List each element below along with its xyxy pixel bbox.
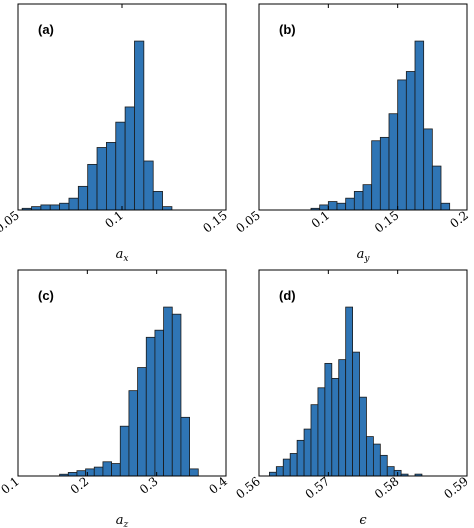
histogram-bar (388, 113, 399, 211)
histogram-bar (49, 204, 61, 211)
histogram-bar (336, 202, 347, 211)
x-axis-label: ay (357, 247, 371, 264)
histogram-bar (163, 306, 173, 477)
histogram-bar (93, 466, 104, 477)
histogram-panel-1: 0.05 0.1 0.15 (a) ax (0, 3, 230, 264)
x-tick-label: 0.2 (68, 474, 92, 497)
histogram-bar (77, 185, 89, 211)
histogram-bar (282, 458, 291, 477)
panel-label: (c) (38, 288, 54, 303)
histogram-bar (111, 463, 121, 477)
histogram-bar (180, 416, 190, 477)
histogram-bar (440, 202, 451, 211)
histogram-bar (397, 79, 407, 211)
histogram-bar (372, 443, 381, 477)
x-axis-label-subscript: x (123, 254, 128, 264)
histogram-bar (119, 425, 130, 477)
histogram-bar (296, 439, 305, 477)
histogram-bar (268, 471, 277, 477)
histogram-bar (96, 147, 107, 211)
histogram-panel-3: 0.1 0.2 0.3 0.4 (c) az (0, 269, 230, 528)
panel-label: (d) (279, 288, 296, 303)
x-tick-label: 0.58 (372, 474, 402, 501)
axes-frame (258, 3, 468, 211)
histogram-bar (87, 163, 98, 211)
histogram-bar (371, 140, 381, 211)
axes-frame (258, 269, 468, 477)
x-tick-label: 0.56 (233, 474, 263, 501)
histogram-bar (423, 128, 433, 211)
histogram-bar (137, 367, 147, 477)
histogram-bar (145, 336, 156, 477)
histogram-bar (275, 466, 284, 477)
histogram-bar (40, 204, 51, 211)
histogram-bar (345, 197, 355, 211)
histogram-bar (189, 468, 199, 477)
x-axis-label: ϵ (359, 513, 367, 528)
histogram-bar (345, 306, 354, 477)
histogram-bar (154, 329, 164, 477)
x-tick-label: 0.15 (200, 208, 230, 235)
x-tick-label: 0.05 (0, 208, 22, 235)
panel-label: (a) (38, 22, 54, 37)
histogram-bar (353, 191, 364, 211)
histogram-bar (115, 121, 126, 211)
histogram-bar (331, 377, 340, 477)
histogram-bar (317, 387, 326, 477)
histogram-bar (68, 197, 79, 211)
panel-label: (b) (279, 22, 296, 37)
x-tick-label: 0.4 (206, 474, 230, 497)
histogram-bar (162, 206, 173, 211)
histogram-bar (366, 436, 374, 477)
x-axis-label-subscript: y (363, 254, 370, 264)
histogram-bar (310, 404, 319, 477)
x-axis-label-subscript: z (123, 520, 129, 528)
histogram-bar (143, 160, 154, 211)
histogram-bar (171, 313, 182, 477)
histogram-bar (405, 71, 416, 211)
x-tick-label: 0.3 (137, 474, 161, 497)
x-tick-label: 0.1 (309, 208, 333, 231)
histogram-panel-4: 0.56 0.57 0.58 0.59 (d) ϵ (233, 269, 471, 528)
histogram-bar (106, 142, 117, 211)
histogram-bar (102, 461, 113, 477)
histogram-bar (431, 165, 442, 211)
histogram-bar (289, 453, 298, 477)
x-tick-label: 0.15 (372, 208, 402, 235)
histogram-bar (379, 136, 390, 211)
histogram-bar (359, 396, 367, 477)
histogram-bar (362, 184, 373, 211)
histogram-bar (352, 351, 360, 477)
histogram-bar (67, 472, 78, 477)
histogram-panel-2: 0.05 0.1 0.15 0.2 (b) ay (233, 3, 471, 264)
histogram-bar (324, 362, 333, 477)
histogram-bar (128, 390, 138, 477)
x-tick-label: 0.59 (441, 474, 471, 501)
x-tick-label: 0.1 (0, 474, 22, 497)
x-axis-label: ax (116, 247, 129, 264)
histogram-bar (414, 40, 425, 211)
histogram-bar (124, 106, 135, 211)
x-tick-label: 0.1 (102, 208, 126, 231)
axes-frame (17, 269, 227, 477)
histogram-bar (31, 206, 42, 211)
histogram-bar (379, 454, 388, 477)
histogram-bar (134, 40, 145, 211)
x-tick-label: 0.05 (233, 208, 263, 235)
histogram-bar (338, 359, 347, 477)
histogram-bar (327, 201, 338, 211)
histogram-bar (59, 202, 70, 211)
x-axis-label: az (116, 513, 129, 528)
histogram-bar (303, 428, 312, 477)
x-tick-label: 0.57 (303, 474, 333, 501)
x-tick-label: 0.2 (447, 208, 471, 231)
histogram-bar (152, 191, 163, 211)
